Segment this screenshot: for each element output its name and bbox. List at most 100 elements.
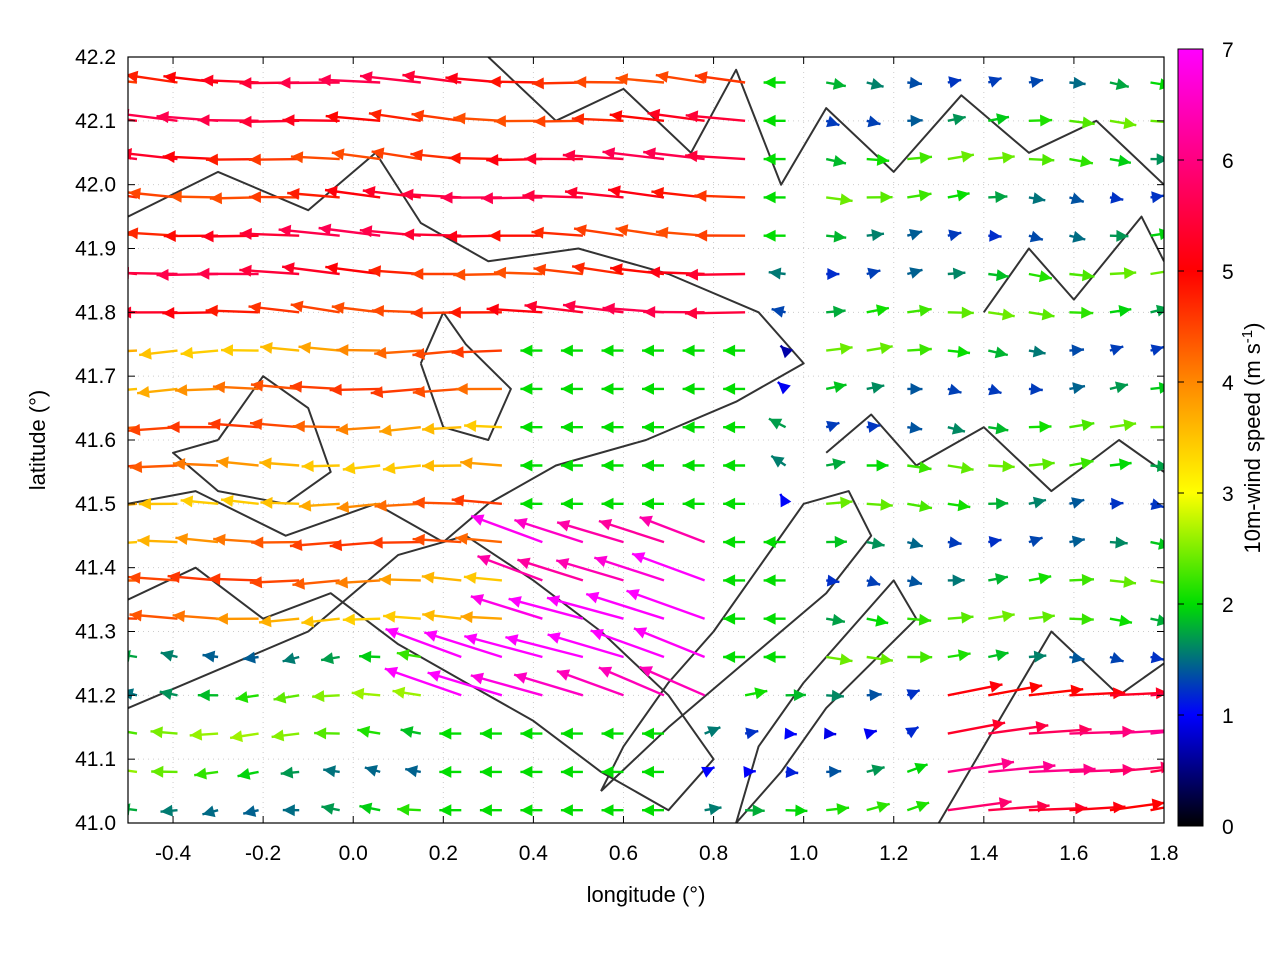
wind-vector-head bbox=[325, 111, 339, 124]
colorbar-tick-label: 7 bbox=[1222, 39, 1234, 62]
wind-vector-head bbox=[1115, 536, 1128, 549]
wind-vector-head bbox=[823, 727, 837, 740]
wind-vector-head bbox=[1070, 684, 1084, 697]
wind-vector-head bbox=[879, 342, 893, 355]
y-tick-label: 41.1 bbox=[75, 748, 116, 771]
wind-vector-head bbox=[221, 344, 233, 357]
wind-vector-head bbox=[1042, 611, 1055, 624]
wind-vector-head bbox=[455, 532, 468, 545]
wind-vector-head bbox=[827, 268, 840, 280]
wind-vector-head bbox=[1151, 798, 1164, 811]
colorbar-tick-label: 3 bbox=[1222, 483, 1234, 506]
wind-vector-head bbox=[314, 727, 327, 740]
wind-vector-head bbox=[239, 264, 252, 277]
wind-vector-head bbox=[826, 420, 840, 433]
wind-vector-head bbox=[368, 265, 381, 278]
wind-vector-head bbox=[259, 457, 272, 470]
wind-vector-head bbox=[763, 191, 776, 204]
terrain-contour bbox=[825, 413, 1164, 493]
wind-vector-head bbox=[1070, 192, 1084, 205]
wind-vector-head bbox=[278, 224, 292, 237]
wind-vector-head bbox=[602, 302, 615, 315]
colorbar-tick-label: 2 bbox=[1222, 594, 1234, 617]
wind-vector-head bbox=[918, 189, 932, 202]
wind-vector-head bbox=[869, 689, 882, 702]
wind-vector-head bbox=[128, 148, 132, 160]
wind-vector-head bbox=[876, 153, 890, 166]
wind-vector bbox=[585, 592, 665, 620]
wind-vector-head bbox=[1164, 577, 1177, 589]
wind-vector-head bbox=[1156, 153, 1164, 166]
wind-vector-head bbox=[695, 229, 708, 242]
wind-vector-head bbox=[1033, 650, 1047, 663]
wind-vector-head bbox=[723, 536, 736, 549]
wind-vector-head bbox=[439, 765, 452, 778]
wind-vector-head bbox=[464, 420, 477, 432]
wind-vector-head bbox=[880, 498, 893, 511]
wind-vector-head bbox=[560, 804, 573, 817]
wind-vector-head bbox=[99, 538, 111, 550]
wind-vector-head bbox=[235, 691, 249, 703]
wind-vector-head bbox=[508, 596, 522, 608]
wind-vector-head bbox=[685, 110, 699, 123]
wind-vector-head bbox=[312, 690, 325, 703]
wind-vector bbox=[513, 673, 584, 697]
wind-vector-head bbox=[777, 382, 791, 395]
wind-vector-head bbox=[1001, 757, 1014, 770]
wind-vector-head bbox=[639, 666, 653, 678]
wind-vector-head bbox=[594, 555, 608, 568]
wind-vector-head bbox=[876, 801, 890, 813]
wind-vector-head bbox=[368, 109, 382, 121]
wind-vector-head bbox=[129, 461, 143, 473]
wind-vector bbox=[128, 387, 138, 391]
wind-vector-head bbox=[547, 632, 561, 644]
wind-vector-head bbox=[957, 345, 970, 358]
x-tick-label: 1.2 bbox=[879, 842, 908, 865]
wind-vector-head bbox=[601, 382, 614, 395]
wind-vector-head bbox=[150, 726, 163, 739]
wind-vector bbox=[463, 634, 543, 659]
wind-vector bbox=[1150, 730, 1164, 735]
x-axis-label: longitude (°) bbox=[587, 882, 706, 907]
wind-vector-head bbox=[840, 496, 853, 509]
wind-vector-head bbox=[289, 539, 303, 551]
wind-vector-head bbox=[412, 347, 425, 360]
wind-vector-head bbox=[961, 306, 974, 319]
wind-vector-head bbox=[301, 615, 314, 628]
wind-vector-head bbox=[160, 649, 174, 662]
wind-vector-head bbox=[1112, 687, 1126, 700]
terrain-contour bbox=[937, 630, 1164, 823]
wind-vector-head bbox=[556, 558, 570, 570]
wind-vector-head bbox=[994, 346, 1008, 359]
wind-vector bbox=[546, 596, 624, 620]
x-tick-label: -0.2 bbox=[245, 842, 281, 865]
wind-vector-head bbox=[205, 153, 218, 166]
wind-vector-head bbox=[1030, 76, 1044, 88]
wind-vector-head bbox=[910, 114, 923, 127]
wind-vector-head bbox=[642, 421, 654, 434]
wind-vector-head bbox=[401, 188, 414, 201]
wind-vector-head bbox=[422, 422, 435, 435]
wind-vector-head bbox=[520, 765, 533, 778]
wind-vector-head bbox=[400, 726, 414, 738]
wind-vector-head bbox=[639, 515, 653, 527]
y-tick-label: 41.5 bbox=[75, 493, 116, 516]
wind-vector-head bbox=[531, 77, 544, 90]
wind-vector-head bbox=[601, 344, 614, 357]
wind-vector-head bbox=[1116, 229, 1129, 242]
wind-vector bbox=[128, 730, 138, 735]
wind-vector-head bbox=[243, 805, 257, 817]
wind-vector-head bbox=[602, 147, 616, 160]
wind-vector-head bbox=[723, 612, 736, 625]
wind-vector-head bbox=[97, 346, 109, 358]
wind-vector-head bbox=[137, 534, 150, 547]
wind-vector-head bbox=[880, 653, 893, 665]
wind-vector-head bbox=[795, 804, 808, 817]
wind-vector bbox=[128, 769, 138, 774]
wind-vector-head bbox=[520, 382, 533, 395]
wind-vector-head bbox=[1001, 610, 1015, 623]
wind-vector-head bbox=[1158, 228, 1164, 241]
wind-vector-head bbox=[743, 766, 756, 778]
terrain-contour bbox=[487, 57, 1164, 186]
wind-vector bbox=[128, 426, 138, 430]
